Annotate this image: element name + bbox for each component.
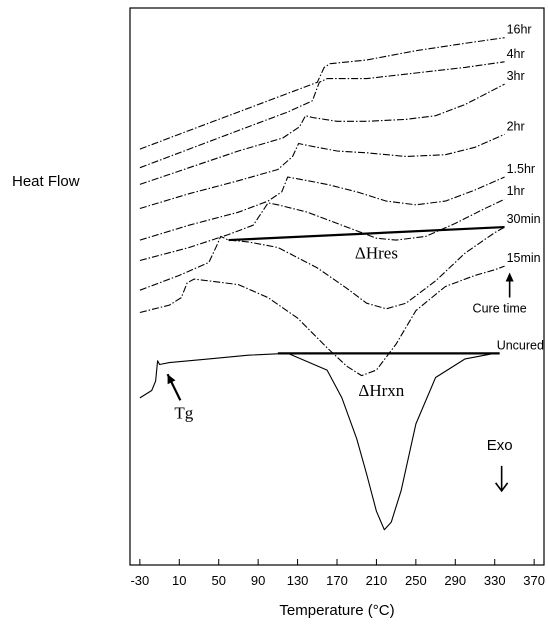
x-tick-label: 250 — [405, 573, 427, 588]
x-tick-label: 370 — [523, 573, 545, 588]
delta-h-res-label: ΔHres — [355, 244, 398, 263]
x-tick-label: 290 — [444, 573, 466, 588]
annotations: ΔHres ΔHrxn Tg Cure time Exo — [166, 244, 527, 493]
curve-label: 3hr — [507, 69, 525, 83]
curve-label: 4hr — [507, 47, 525, 61]
delta-h-rxn-label: ΔHrxn — [358, 381, 404, 400]
exo-label: Exo — [487, 437, 513, 454]
curve-label: Uncured — [497, 338, 544, 352]
tg-arrow-head — [167, 374, 176, 385]
x-tick-label: -30 — [130, 573, 149, 588]
curve-label: 1.5hr — [507, 162, 535, 176]
curve-3hr — [139, 83, 505, 185]
tg-label: Tg — [174, 403, 193, 422]
curve-2hr — [139, 133, 505, 210]
x-tick-label: 130 — [287, 573, 309, 588]
residual-baseline — [228, 225, 505, 242]
curve-label: 1hr — [507, 184, 525, 198]
curve-label: 2hr — [507, 119, 525, 133]
x-tick-label: 330 — [484, 573, 506, 588]
curve-4hr — [139, 61, 505, 169]
curve-15min — [139, 265, 505, 377]
x-ticks: -30 10 50 90 130 170 210 250 290 330 370 — [130, 559, 545, 588]
cure-time-label: Cure time — [473, 301, 527, 315]
exo-arrow-head — [495, 482, 509, 493]
curve-15hr — [139, 176, 505, 241]
curve-uncured — [139, 352, 495, 531]
x-tick-label: 170 — [326, 573, 348, 588]
cure-time-arrow-head — [505, 272, 514, 282]
x-axis-label: Temperature (°C) — [279, 602, 394, 619]
curve-label: 16hr — [507, 23, 532, 37]
x-tick-label: 10 — [172, 573, 186, 588]
x-tick-label: 50 — [211, 573, 225, 588]
curve-30min — [139, 226, 505, 310]
x-tick-label: 90 — [251, 573, 265, 588]
curve-label: 30min — [507, 212, 541, 226]
y-axis-label: Heat Flow — [12, 173, 80, 190]
curve-labels: 16hr 4hr 3hr 2hr 1.5hr 1hr 30min 15min Uncured — [497, 23, 544, 353]
curves — [139, 37, 505, 531]
x-tick-label: 210 — [366, 573, 388, 588]
plot-frame — [129, 7, 545, 566]
curve-1hr — [139, 198, 505, 262]
curve-16hr — [139, 37, 505, 150]
curve-label: 15min — [507, 251, 541, 265]
